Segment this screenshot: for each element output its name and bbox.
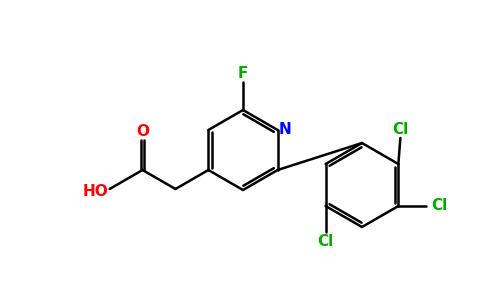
Text: O: O [136, 124, 149, 139]
Text: N: N [279, 122, 291, 137]
Text: F: F [238, 65, 248, 80]
Text: Cl: Cl [318, 235, 334, 250]
Text: Cl: Cl [392, 122, 408, 136]
Text: HO: HO [83, 184, 108, 199]
Text: Cl: Cl [431, 199, 448, 214]
